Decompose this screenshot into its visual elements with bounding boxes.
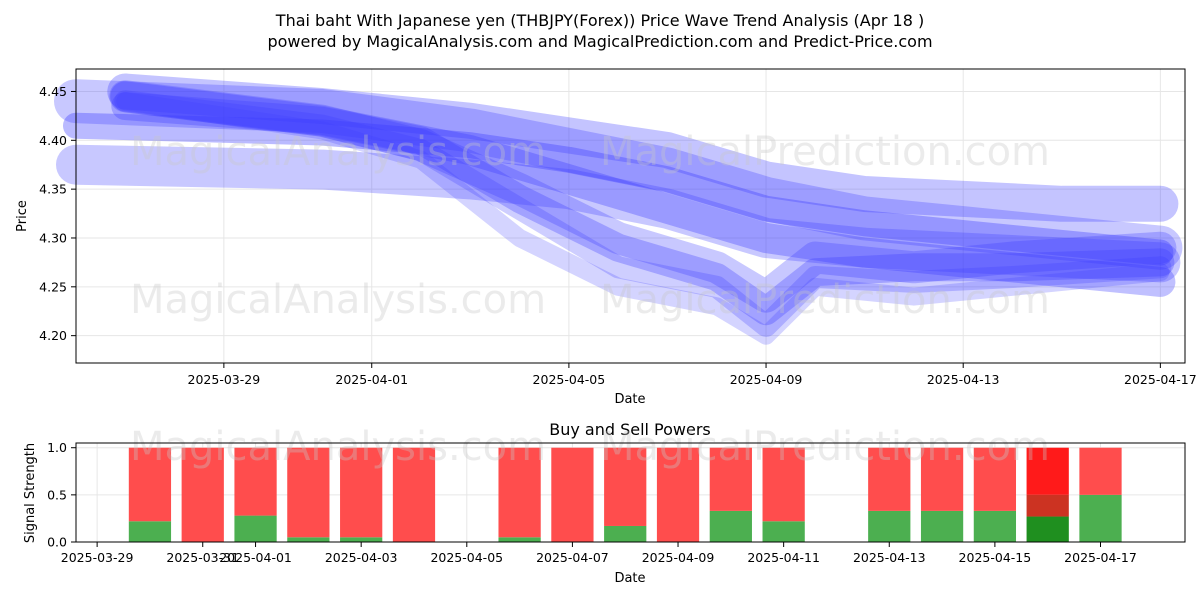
watermark-prediction-bottom: MagicalPrediction.com	[600, 424, 1050, 470]
signal-x-tick-label: 2025-04-03	[325, 550, 398, 565]
sell-power-bar	[181, 447, 224, 542]
sell-power-bar	[128, 447, 172, 522]
sell-power-bar	[762, 447, 805, 522]
price-wave-band	[110, 81, 1176, 297]
price-y-axis-label: Price	[15, 200, 30, 232]
signal-x-tick-label: 2025-04-17	[1064, 550, 1137, 565]
buy-power-bar	[868, 510, 911, 542]
signal-bars	[128, 447, 1122, 542]
price-watermarks: MagicalAnalysis.com MagicalPrediction.co…	[130, 129, 1050, 323]
signal-x-tick-label: 2025-04-11	[747, 550, 820, 565]
signal-y-tick-label: 0.5	[47, 487, 67, 502]
watermark-analysis-mid: MagicalAnalysis.com	[130, 277, 546, 323]
price-x-tick-label: 2025-04-09	[730, 372, 803, 387]
signal-x-tick-label: 2025-04-01	[219, 550, 292, 565]
price-wave-bands	[54, 73, 1183, 345]
sell-power-bar	[604, 447, 647, 526]
price-wave-band	[54, 79, 1183, 270]
signal-x-tick-label: 2025-03-31	[166, 550, 239, 565]
signal-y-tick-label: 0.0	[47, 535, 67, 550]
price-wave-band	[107, 73, 1179, 222]
buy-power-bar	[128, 521, 172, 542]
sell-power-bar-overlap	[1026, 494, 1069, 517]
signal-x-tick-label: 2025-04-15	[959, 550, 1032, 565]
signal-y-axis-label: Signal Strength	[23, 443, 38, 543]
sell-power-bar	[656, 447, 700, 542]
price-wave-band	[111, 92, 1175, 326]
buy-power-bar	[1026, 516, 1069, 542]
signal-watermarks: MagicalAnalysis.com MagicalPrediction.co…	[130, 424, 1050, 470]
price-wave-band	[114, 90, 1172, 337]
price-y-tick-label: 4.30	[39, 230, 67, 245]
price-x-ticks: 2025-03-29 2025-04-01 2025-04-05 2025-04-09…	[188, 363, 1197, 387]
sell-power-bar	[551, 447, 594, 542]
price-gridlines	[76, 69, 1185, 363]
signal-plot-frame	[75, 442, 1186, 543]
price-plot-frame	[75, 68, 1186, 364]
sell-power-bar	[287, 447, 330, 538]
sell-power-bar	[498, 447, 541, 538]
signal-x-tick-label: 2025-03-29	[61, 550, 134, 565]
chart-title: Thai baht With Japanese yen (THBJPY(Fore…	[275, 11, 924, 30]
price-y-tick-label: 4.25	[39, 279, 67, 294]
signal-x-axis-label: Date	[614, 571, 645, 586]
price-wave-band	[63, 112, 1174, 266]
signal-x-tick-label: 2025-04-07	[536, 550, 609, 565]
price-y-tick-label: 4.35	[39, 182, 67, 197]
price-x-tick-label: 2025-04-01	[335, 372, 408, 387]
price-wave-band	[56, 144, 1181, 283]
buy-power-bar	[287, 537, 330, 542]
sell-power-bar	[234, 447, 277, 516]
sell-power-bar	[868, 447, 911, 511]
sell-power-bar	[392, 447, 436, 542]
signal-x-tick-label: 2025-04-05	[430, 550, 503, 565]
watermark-prediction-mid: MagicalPrediction.com	[600, 277, 1050, 323]
price-wave-band	[116, 92, 1170, 345]
buy-power-bar	[709, 510, 752, 542]
sell-power-bar	[1079, 447, 1122, 495]
signal-y-ticks: 0.0 0.5 1.0	[47, 440, 76, 550]
buy-power-bar	[234, 515, 277, 542]
price-x-tick-label: 2025-04-17	[1124, 372, 1197, 387]
price-x-tick-label: 2025-04-05	[533, 372, 606, 387]
buy-power-bar	[1079, 494, 1122, 542]
price-y-tick-label: 4.20	[39, 328, 67, 343]
watermark-analysis-bottom: MagicalAnalysis.com	[130, 424, 546, 470]
sell-power-bar	[340, 447, 383, 538]
buy-power-bar	[920, 510, 964, 542]
price-y-ticks: 4.20 4.25 4.30 4.35 4.40 4.45	[39, 84, 76, 343]
buy-power-bar	[604, 525, 647, 542]
price-wave-band	[109, 80, 1177, 313]
buy-power-bar	[340, 537, 383, 542]
price-x-axis-label: Date	[614, 392, 645, 407]
signal-x-tick-label: 2025-04-09	[642, 550, 715, 565]
sell-power-bar	[973, 447, 1017, 511]
signal-chart-title: Buy and Sell Powers	[549, 420, 711, 439]
signal-y-tick-label: 1.0	[47, 440, 67, 455]
chart-subtitle: powered by MagicalAnalysis.com and Magic…	[267, 32, 932, 51]
buy-power-bar	[762, 521, 805, 542]
buy-power-bar	[973, 510, 1017, 542]
buy-power-bar	[498, 537, 541, 542]
sell-power-bar	[920, 447, 964, 511]
sell-power-bar	[709, 447, 752, 511]
signal-x-tick-label: 2025-04-13	[853, 550, 926, 565]
price-y-tick-label: 4.45	[39, 84, 67, 99]
price-y-tick-label: 4.40	[39, 133, 67, 148]
price-x-tick-label: 2025-04-13	[927, 372, 1000, 387]
watermark-prediction-top: MagicalPrediction.com	[600, 129, 1050, 175]
sell-power-bar	[1026, 447, 1069, 495]
price-x-tick-label: 2025-03-29	[188, 372, 261, 387]
watermark-analysis-top: MagicalAnalysis.com	[130, 129, 546, 175]
